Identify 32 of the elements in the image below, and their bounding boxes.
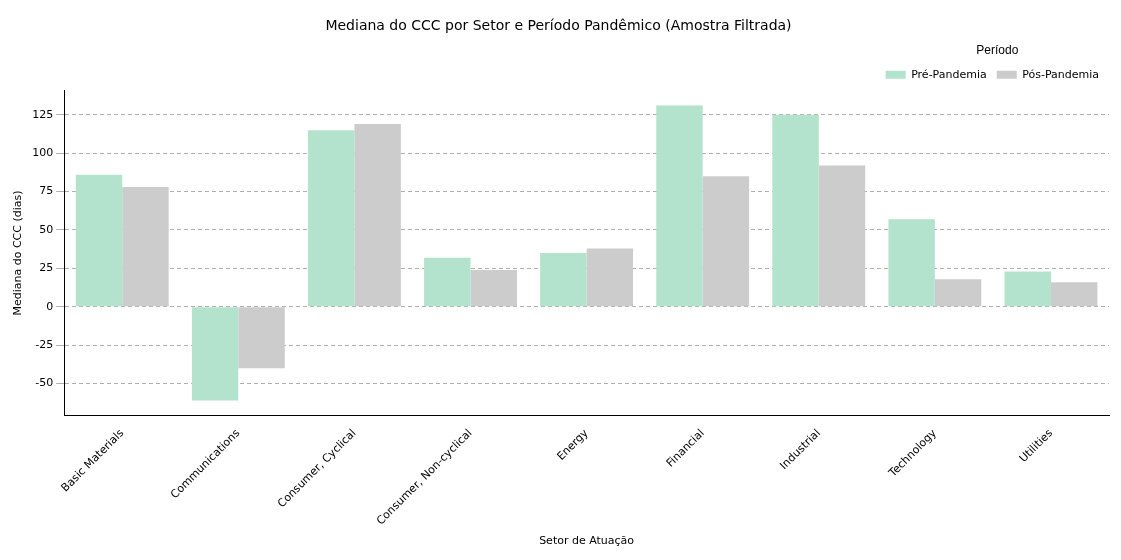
bar — [818, 165, 866, 307]
legend-label: Pós-Pandemia — [1022, 67, 1100, 81]
bar — [702, 176, 750, 307]
legend-label: Pré-Pandemia — [911, 67, 987, 81]
y-tick-label: -25 — [35, 338, 54, 352]
bar — [656, 105, 703, 307]
bar — [238, 307, 285, 369]
bar — [354, 124, 401, 307]
bar — [75, 174, 123, 307]
bar — [934, 279, 982, 307]
bar — [122, 186, 169, 307]
bar — [424, 257, 471, 307]
bar — [772, 114, 819, 307]
bar — [307, 130, 355, 307]
bar — [1004, 271, 1051, 307]
y-tick-label: 100 — [32, 146, 54, 160]
y-axis-title: Mediana do CCC (dias) — [11, 190, 25, 316]
bar — [586, 248, 634, 307]
y-tick-label: 75 — [39, 184, 54, 198]
bar — [540, 253, 587, 307]
legend-title: Período — [976, 43, 1019, 58]
bar — [191, 307, 239, 401]
bar — [1050, 282, 1098, 307]
x-axis-title: Setor de Atuação — [539, 534, 635, 548]
y-tick-label: -50 — [35, 376, 54, 390]
y-tick-label: 50 — [39, 222, 54, 236]
bar — [470, 269, 517, 307]
bar — [888, 219, 935, 307]
chart-title: Mediana do CCC por Setor e Período Pandêmico (Amostra Filtrada) — [325, 17, 792, 34]
y-tick-label: 125 — [32, 107, 54, 121]
y-tick-label: 25 — [39, 261, 54, 275]
y-tick-label: 0 — [46, 299, 54, 313]
